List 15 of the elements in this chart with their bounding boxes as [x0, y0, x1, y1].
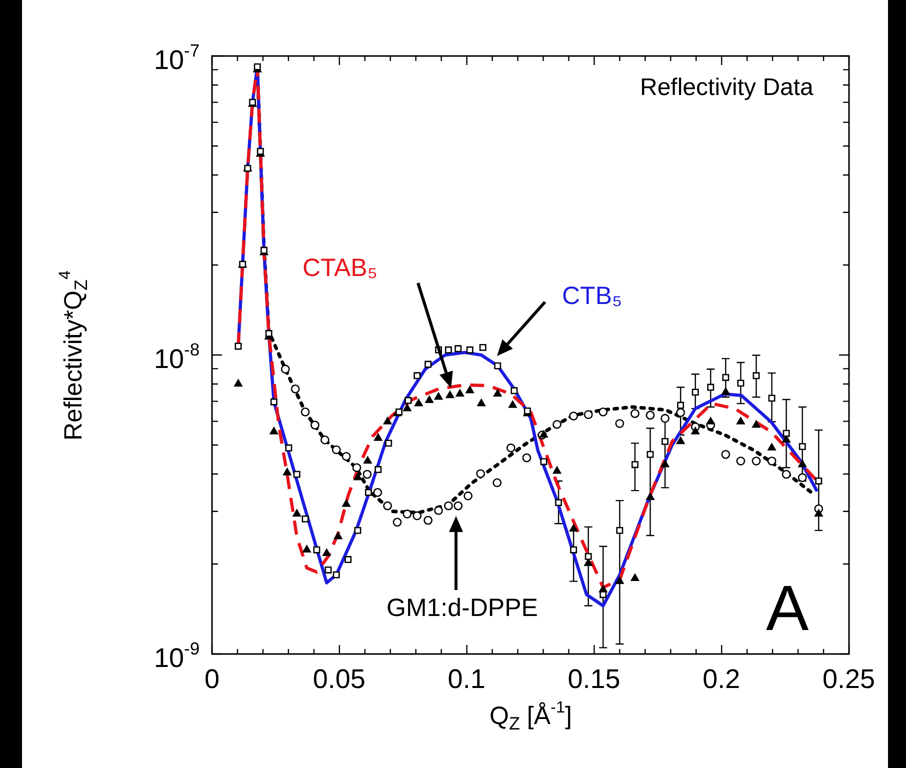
annotation: CTB₅ [562, 282, 622, 310]
annotation: A [766, 572, 809, 644]
x-tick-label: 0.15 [568, 664, 620, 694]
y-tick-label: 10$^{-8}$ [154, 339, 200, 374]
annotation: GM1:d-DPPE [386, 594, 538, 622]
annotation: Reflectivity Data [640, 74, 814, 101]
x-axis-title: Q$_{Z}$ [Å$^{-1}$] [490, 698, 572, 734]
x-tick-label: 0 [204, 664, 220, 694]
annotation: CTAB₅ [302, 254, 378, 282]
y-tick-label: 10$^{-7}$ [154, 40, 200, 74]
x-tick-label: 0.2 [702, 664, 740, 694]
x-tick-label: 0.25 [822, 664, 876, 694]
x-tick-label: 0.1 [448, 664, 486, 694]
x-tick-label: 0.05 [312, 664, 366, 694]
y-tick-label: 10$^{-9}$ [154, 638, 200, 672]
